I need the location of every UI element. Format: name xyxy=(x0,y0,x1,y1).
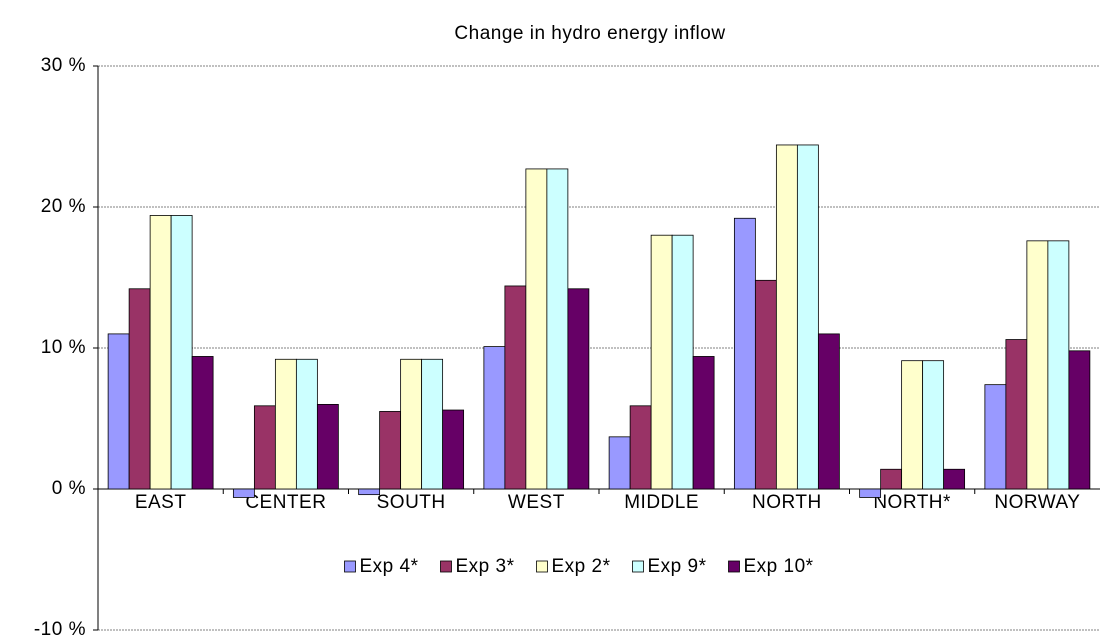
bar xyxy=(775,144,798,490)
bar xyxy=(274,358,297,490)
bar xyxy=(567,288,590,490)
bar xyxy=(232,488,255,498)
bar xyxy=(400,358,423,490)
bar xyxy=(880,468,903,490)
y-tick-label: 10 % xyxy=(41,337,86,358)
bar xyxy=(1005,339,1028,490)
bar xyxy=(107,333,130,490)
y-tick-label: 30 % xyxy=(41,55,86,76)
x-tick-label: SOUTH xyxy=(377,492,446,513)
bar xyxy=(128,288,151,490)
legend-swatch xyxy=(536,560,548,573)
bar xyxy=(943,468,966,490)
bar xyxy=(358,488,381,496)
bar xyxy=(295,358,318,490)
bar xyxy=(421,358,444,490)
legend-swatch xyxy=(728,560,740,573)
bar xyxy=(671,234,694,490)
bar xyxy=(733,217,756,490)
bar xyxy=(525,168,548,490)
x-tick-label: CENTER xyxy=(245,492,326,513)
legend-swatch xyxy=(440,560,452,573)
legend-label: Exp 4* xyxy=(360,556,419,577)
legend-label: Exp 10* xyxy=(744,556,814,577)
bar xyxy=(546,168,569,490)
bar xyxy=(817,333,840,490)
bar xyxy=(608,436,631,490)
y-tick-label: 0 % xyxy=(52,478,86,499)
bar xyxy=(191,356,214,490)
bar xyxy=(149,215,172,490)
x-tick-label: EAST xyxy=(135,492,187,513)
bar xyxy=(170,215,193,490)
legend-label: Exp 9* xyxy=(648,556,707,577)
bar xyxy=(796,144,819,490)
legend-swatch xyxy=(344,560,356,573)
bar xyxy=(442,409,465,490)
bar xyxy=(901,360,924,490)
bar xyxy=(650,234,673,490)
x-tick-label: NORWAY xyxy=(994,492,1080,513)
bar xyxy=(1047,240,1070,490)
x-tick-label: NORTH* xyxy=(873,492,951,513)
bar xyxy=(379,411,402,490)
bar xyxy=(922,360,945,490)
bar xyxy=(483,346,506,490)
bar xyxy=(1026,240,1049,490)
bar xyxy=(754,279,777,490)
bar xyxy=(504,285,527,490)
bar xyxy=(253,405,276,490)
bar xyxy=(316,403,339,490)
chart-title: Change in hydro energy inflow xyxy=(454,23,725,44)
x-tick-label: WEST xyxy=(508,492,565,513)
legend-label: Exp 2* xyxy=(552,556,611,577)
bar xyxy=(859,488,882,498)
x-tick-label: MIDDLE xyxy=(624,492,699,513)
bar xyxy=(692,356,715,490)
bar xyxy=(984,384,1007,490)
legend-label: Exp 3* xyxy=(456,556,515,577)
y-tick-label: 20 % xyxy=(41,196,86,217)
bar xyxy=(629,405,652,490)
y-tick-label: -10 % xyxy=(34,619,86,640)
bar xyxy=(1068,350,1091,490)
legend-swatch xyxy=(632,560,644,573)
x-tick-label: NORTH xyxy=(752,492,822,513)
